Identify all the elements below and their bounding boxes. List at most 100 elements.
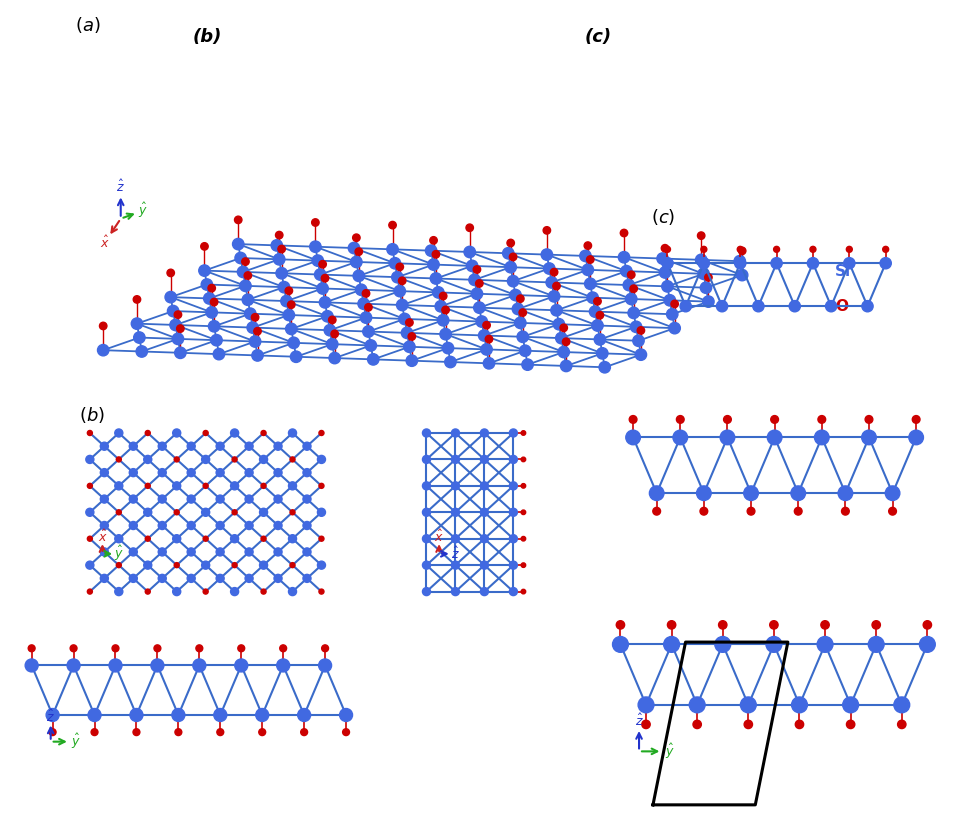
Circle shape: [327, 339, 337, 350]
Circle shape: [663, 294, 675, 306]
Circle shape: [244, 272, 251, 279]
Circle shape: [116, 562, 121, 568]
Circle shape: [612, 636, 628, 653]
Circle shape: [509, 455, 516, 464]
Circle shape: [543, 227, 550, 234]
Circle shape: [770, 416, 778, 423]
Circle shape: [144, 508, 152, 516]
Circle shape: [289, 588, 296, 596]
Circle shape: [618, 252, 629, 263]
Circle shape: [86, 455, 94, 464]
Circle shape: [884, 486, 899, 501]
Circle shape: [769, 621, 778, 629]
Text: Si: Si: [834, 264, 851, 279]
Circle shape: [845, 247, 852, 252]
Circle shape: [652, 507, 660, 515]
Circle shape: [519, 345, 530, 357]
Circle shape: [398, 277, 406, 284]
Circle shape: [483, 358, 494, 369]
Circle shape: [274, 495, 282, 503]
Circle shape: [114, 534, 122, 543]
Circle shape: [697, 257, 709, 269]
Circle shape: [172, 482, 181, 490]
Circle shape: [289, 429, 296, 437]
Circle shape: [908, 430, 922, 445]
Circle shape: [213, 349, 224, 360]
Circle shape: [259, 455, 267, 464]
Text: $\hat{x}$: $\hat{x}$: [433, 529, 444, 545]
Circle shape: [406, 355, 417, 367]
Text: $\hat{z}$: $\hat{z}$: [116, 179, 125, 195]
Circle shape: [422, 455, 430, 464]
Circle shape: [259, 561, 267, 569]
Circle shape: [289, 562, 294, 568]
Circle shape: [791, 697, 807, 713]
Circle shape: [556, 332, 566, 344]
Circle shape: [278, 281, 289, 293]
Circle shape: [216, 521, 224, 529]
Circle shape: [134, 332, 145, 344]
Circle shape: [824, 301, 836, 312]
Circle shape: [100, 442, 109, 450]
Circle shape: [319, 297, 331, 308]
Circle shape: [734, 257, 745, 269]
Circle shape: [403, 341, 415, 353]
Circle shape: [470, 288, 482, 299]
Circle shape: [561, 338, 569, 345]
Circle shape: [396, 263, 403, 270]
Circle shape: [331, 330, 338, 338]
Circle shape: [312, 255, 323, 266]
Circle shape: [145, 431, 151, 436]
Circle shape: [625, 430, 640, 445]
Circle shape: [700, 247, 706, 252]
Circle shape: [88, 709, 101, 722]
Circle shape: [451, 429, 459, 437]
Circle shape: [289, 482, 296, 490]
Circle shape: [329, 316, 335, 324]
Circle shape: [136, 346, 148, 358]
Circle shape: [193, 659, 205, 672]
Circle shape: [794, 720, 803, 728]
Circle shape: [271, 240, 283, 251]
Circle shape: [258, 729, 265, 736]
Circle shape: [509, 482, 516, 490]
Circle shape: [100, 495, 109, 503]
Circle shape: [663, 636, 679, 653]
Circle shape: [661, 257, 673, 269]
Circle shape: [736, 247, 742, 252]
Circle shape: [240, 280, 251, 292]
Circle shape: [807, 257, 818, 269]
Circle shape: [129, 521, 137, 529]
Circle shape: [165, 292, 176, 302]
Circle shape: [591, 320, 602, 331]
Circle shape: [158, 548, 166, 556]
Circle shape: [642, 720, 649, 728]
Circle shape: [422, 561, 430, 569]
Circle shape: [734, 256, 744, 267]
Circle shape: [158, 521, 166, 529]
Circle shape: [255, 709, 268, 722]
Circle shape: [158, 495, 166, 503]
Circle shape: [431, 251, 439, 258]
Circle shape: [911, 416, 919, 423]
Circle shape: [550, 269, 557, 276]
Circle shape: [451, 588, 459, 596]
Circle shape: [429, 273, 441, 284]
Circle shape: [521, 359, 533, 371]
Circle shape: [480, 482, 488, 490]
Circle shape: [133, 729, 140, 736]
Circle shape: [699, 282, 711, 293]
Circle shape: [289, 534, 296, 543]
Circle shape: [809, 247, 815, 252]
Circle shape: [233, 238, 244, 250]
Circle shape: [274, 548, 282, 556]
Circle shape: [210, 298, 218, 306]
Circle shape: [202, 431, 208, 436]
Circle shape: [743, 720, 752, 728]
Circle shape: [551, 305, 561, 316]
Circle shape: [767, 430, 781, 445]
Circle shape: [559, 324, 567, 331]
Circle shape: [28, 645, 35, 652]
Circle shape: [746, 507, 754, 515]
Circle shape: [358, 298, 369, 309]
